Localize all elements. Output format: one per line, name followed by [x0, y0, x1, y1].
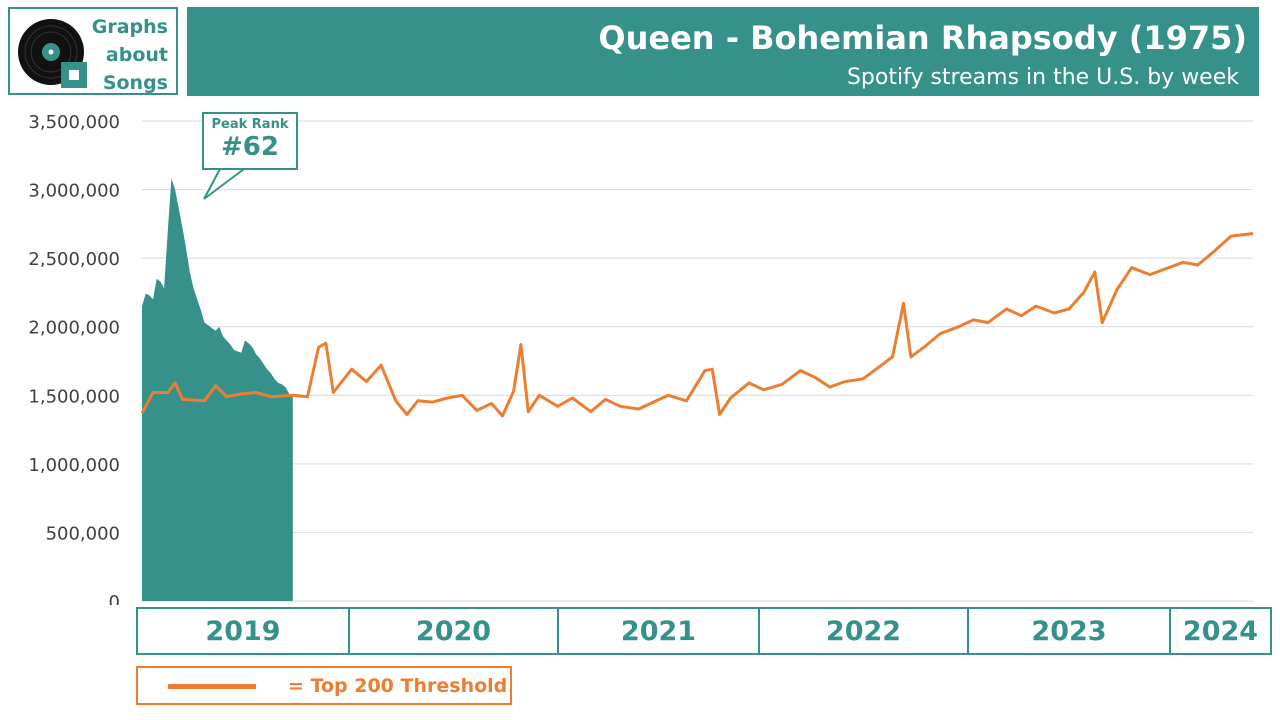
threshold-line	[140, 232, 1254, 418]
peak-rank-value: #62	[221, 132, 279, 162]
streams-area	[142, 178, 293, 601]
y-tick-label: 1,500,000	[28, 386, 120, 407]
year-label-2023: 2023	[967, 607, 1171, 655]
logo-line-3: Songs	[102, 72, 168, 94]
legend-swatch	[168, 684, 256, 689]
logo-line-2: about	[105, 44, 168, 66]
y-tick-label: 2,500,000	[28, 249, 120, 270]
y-tick-label: 500,000	[46, 523, 120, 544]
peak-rank-label: Peak Rank	[211, 117, 289, 132]
chart-title: Queen - Bohemian Rhapsody (1975)	[598, 19, 1247, 57]
year-label-2019: 2019	[136, 607, 350, 655]
year-label-2024: 2024	[1169, 607, 1272, 655]
logo-text: Graphs about Songs	[92, 13, 168, 97]
year-label-2022: 2022	[758, 607, 969, 655]
peak-rank-callout: Peak Rank #62	[202, 112, 298, 170]
y-tick-label: 0	[109, 592, 120, 605]
callout-tail	[203, 168, 245, 200]
header-band: Queen - Bohemian Rhapsody (1975) Spotify…	[187, 7, 1259, 96]
y-tick-label: 3,000,000	[28, 181, 120, 202]
y-tick-label: 1,000,000	[28, 455, 120, 476]
chart-subtitle: Spotify streams in the U.S. by week	[846, 65, 1239, 90]
legend-label: = Top 200 Threshold	[288, 675, 508, 697]
chart: 0 500,000 1,000,000 1,500,000 2,000,000 2,500…	[28, 112, 1254, 605]
y-tick-label: 2,000,000	[28, 318, 120, 339]
y-tick-label: 3,500,000	[28, 112, 120, 133]
logo: Graphs about Songs	[8, 7, 178, 95]
year-label-2020: 2020	[348, 607, 559, 655]
vinyl-record-icon	[18, 19, 87, 88]
year-label-2021: 2021	[557, 607, 760, 655]
logo-line-1: Graphs	[91, 16, 168, 38]
legend: = Top 200 Threshold	[136, 666, 512, 705]
